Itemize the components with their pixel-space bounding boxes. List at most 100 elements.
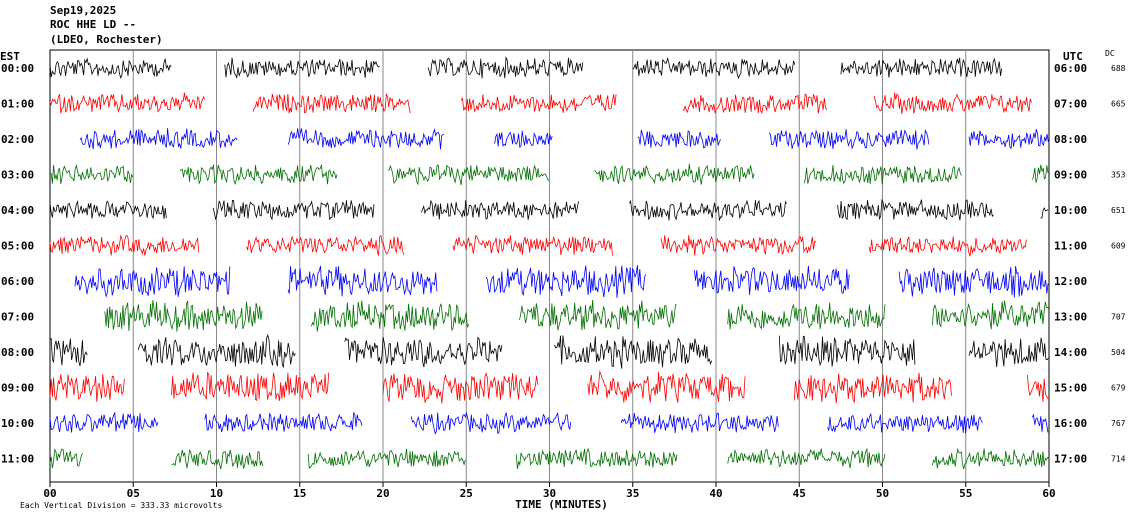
trace-segment xyxy=(873,92,1032,115)
trace-segment xyxy=(224,57,380,79)
trace-segment xyxy=(1031,164,1049,183)
dc-value: 767 xyxy=(1111,419,1126,428)
utc-hour-label: 17:00 xyxy=(1054,453,1087,466)
trace-segment xyxy=(485,265,647,298)
dc-value: 609 xyxy=(1111,242,1126,251)
trace-segment xyxy=(382,372,539,404)
trace-segment xyxy=(252,93,411,114)
trace-segment xyxy=(49,200,167,220)
dc-value: 714 xyxy=(1111,455,1126,464)
est-hour-label: 09:00 xyxy=(1,382,34,395)
chart-network: (LDEO, Rochester) xyxy=(50,33,163,46)
utc-hour-label: 12:00 xyxy=(1054,275,1087,288)
chart-station: ROC HHE LD -- xyxy=(50,18,137,31)
trace-segment xyxy=(204,411,363,433)
trace-segment xyxy=(932,447,1049,470)
dc-value: 353 xyxy=(1111,171,1126,180)
utc-axis-label: UTC xyxy=(1063,50,1083,63)
est-hour-label: 02:00 xyxy=(1,133,34,146)
est-hour-label: 00:00 xyxy=(1,62,34,75)
x-tick-label: 20 xyxy=(376,487,389,500)
trace-segment xyxy=(629,199,787,221)
trace-segment xyxy=(519,299,677,331)
dc-value: 679 xyxy=(1111,384,1126,393)
est-hour-label: 08:00 xyxy=(1,346,34,359)
est-hour-label: 03:00 xyxy=(1,169,34,182)
trace-segment xyxy=(1027,374,1050,402)
trace-segment xyxy=(49,337,88,367)
utc-hour-label: 10:00 xyxy=(1054,204,1087,217)
x-tick-label: 15 xyxy=(293,487,306,500)
trace-segment xyxy=(137,334,296,368)
utc-hour-label: 09:00 xyxy=(1054,169,1087,182)
est-hour-label: 05:00 xyxy=(1,240,34,253)
trace-segment xyxy=(827,412,983,434)
est-hour-label: 11:00 xyxy=(1,453,34,466)
utc-hour-label: 08:00 xyxy=(1054,133,1087,146)
x-tick-label: 50 xyxy=(876,487,889,500)
trace-segment xyxy=(427,56,584,79)
trace-segment xyxy=(311,300,469,332)
utc-hour-label: 07:00 xyxy=(1054,98,1087,111)
trace-segment xyxy=(587,370,746,403)
trace-segment xyxy=(768,129,930,150)
x-tick-label: 35 xyxy=(626,487,639,500)
trace-segment xyxy=(74,266,231,298)
x-tick-label: 55 xyxy=(959,487,972,500)
dc-value: 688 xyxy=(1111,64,1126,73)
utc-hour-label: 11:00 xyxy=(1054,240,1087,253)
trace-segment xyxy=(968,128,1049,150)
trace-segment xyxy=(868,236,1027,257)
trace-segment xyxy=(632,56,796,80)
trace-segment xyxy=(727,447,886,469)
trace-segment xyxy=(637,129,721,149)
utc-hour-label: 15:00 xyxy=(1054,382,1087,395)
trace-segment xyxy=(620,412,779,434)
trace-segment xyxy=(727,302,886,330)
x-tick-label: 60 xyxy=(1042,487,1055,500)
trace-segment xyxy=(49,92,206,114)
trace-segment xyxy=(452,234,613,256)
trace-segment xyxy=(79,128,238,150)
trace-segment xyxy=(410,411,572,435)
x-axis-label: TIME (MINUTES) xyxy=(515,498,608,511)
trace-segment xyxy=(50,163,134,185)
trace-segment xyxy=(840,57,1003,78)
est-hour-label: 10:00 xyxy=(1,417,34,430)
est-hour-label: 06:00 xyxy=(1,275,34,288)
x-tick-label: 10 xyxy=(210,487,223,500)
trace-segment xyxy=(212,199,375,221)
trace-segment xyxy=(682,93,828,114)
trace-segment xyxy=(803,165,962,185)
trace-segment xyxy=(778,335,916,367)
trace-segment xyxy=(49,57,172,80)
est-hour-label: 01:00 xyxy=(1,98,34,111)
est-axis-label: EST xyxy=(0,50,20,63)
trace-segment xyxy=(179,164,338,186)
chart-date: Sep19,2025 xyxy=(50,4,117,17)
trace-segment xyxy=(387,164,550,186)
trace-segment xyxy=(554,335,713,369)
footnote: Each Vertical Division = 333.33 microvol… xyxy=(20,501,222,510)
trace-segment xyxy=(1031,413,1049,433)
x-tick-label: 00 xyxy=(43,487,56,500)
est-hour-label: 07:00 xyxy=(1,311,34,324)
trace-segment xyxy=(171,371,330,402)
trace-segment xyxy=(793,372,952,404)
dc-label: DC xyxy=(1105,49,1115,58)
trace-segment xyxy=(837,198,994,221)
trace-segment xyxy=(660,235,817,256)
trace-segment xyxy=(494,130,553,149)
trace-segment xyxy=(968,337,1049,368)
trace-segment xyxy=(898,266,1049,298)
x-tick-label: 25 xyxy=(460,487,473,500)
trace-segment xyxy=(1040,207,1049,219)
trace-segment xyxy=(460,93,617,113)
trace-segment xyxy=(515,447,678,469)
trace-segment xyxy=(420,199,579,220)
dc-value: 707 xyxy=(1111,313,1126,322)
dc-value: 665 xyxy=(1111,100,1126,109)
trace-segment xyxy=(49,234,200,256)
trace-segment xyxy=(287,265,438,297)
